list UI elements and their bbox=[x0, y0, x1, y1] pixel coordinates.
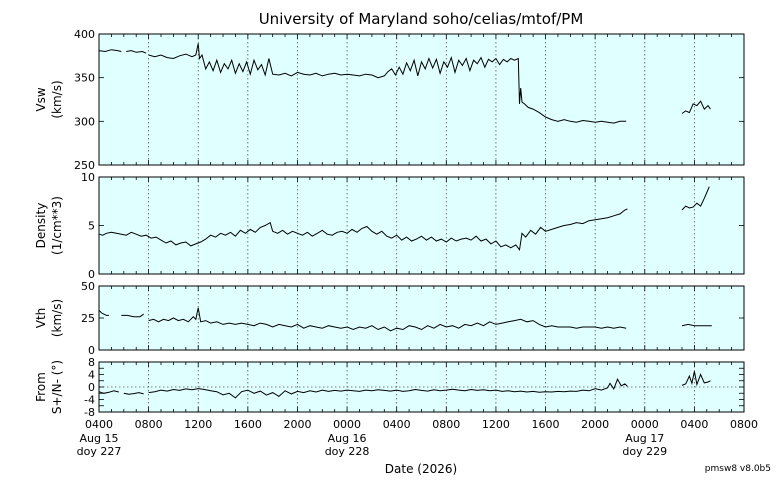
y-tick-label: 25 bbox=[81, 312, 95, 325]
x-tick-label: 0800 bbox=[135, 418, 163, 431]
panel-background bbox=[99, 34, 744, 165]
panel-density: 0 5 10 Density (1/cm**3) bbox=[34, 171, 745, 281]
series-line bbox=[98, 390, 119, 394]
panel-vth: 0 25 50 Vth (km/s) bbox=[34, 280, 745, 357]
x-tick-label: 0400 bbox=[383, 418, 411, 431]
x-tick-label: 0000 bbox=[333, 418, 361, 431]
y-axis-title: (1/cm**3) bbox=[50, 196, 64, 255]
panel-vsw: 250 300 350 400 Vsw (km/s) bbox=[34, 28, 745, 172]
doy-label: doy 229 bbox=[622, 445, 667, 458]
series-line bbox=[148, 378, 628, 399]
y-axis-title: From bbox=[34, 372, 48, 402]
x-tick-label: 1600 bbox=[234, 418, 262, 431]
y-tick-label: 50 bbox=[81, 280, 95, 293]
panel-background bbox=[99, 177, 744, 274]
y-axis-title: Vth bbox=[34, 308, 48, 329]
panel-background bbox=[99, 286, 744, 350]
y-tick-label: 400 bbox=[74, 28, 95, 41]
x-tick-label: 0400 bbox=[680, 418, 708, 431]
x-tick-label: 1200 bbox=[184, 418, 212, 431]
series-line bbox=[98, 309, 109, 316]
x-tick-label: 2000 bbox=[581, 418, 609, 431]
chart-title: University of Maryland soho/celias/mtof/… bbox=[259, 10, 584, 28]
series-line bbox=[148, 43, 627, 124]
y-tick-label: 0 bbox=[88, 344, 95, 357]
x-tick-label: 1200 bbox=[482, 418, 510, 431]
doy-label: doy 227 bbox=[77, 445, 122, 458]
series-line bbox=[126, 50, 147, 54]
series-line bbox=[121, 313, 144, 318]
series-line bbox=[681, 186, 710, 211]
x-tick-label: 0000 bbox=[631, 418, 659, 431]
panel-frame bbox=[98, 361, 745, 413]
series-line bbox=[148, 307, 627, 332]
y-tick-label: 0 bbox=[88, 381, 95, 394]
y-axis-title: Density bbox=[34, 203, 48, 249]
y-tick-label: 0 bbox=[88, 268, 95, 281]
date-label: Aug 17 bbox=[625, 432, 664, 445]
series-line bbox=[681, 371, 711, 387]
series-line bbox=[123, 392, 144, 395]
y-tick-label: 300 bbox=[74, 115, 95, 128]
x-axis-labels: 0400 0800 1200 1600 2000 0000 0400 0800 1200 1600… bbox=[77, 418, 758, 458]
x-tick-label: 0800 bbox=[432, 418, 460, 431]
y-axis-title: (km/s) bbox=[50, 80, 64, 118]
y-tick-label: -8 bbox=[84, 406, 95, 419]
x-tick-label: 2000 bbox=[283, 418, 311, 431]
x-axis-title: Date (2026) bbox=[385, 462, 457, 476]
x-tick-label: 1600 bbox=[532, 418, 560, 431]
series-line bbox=[681, 100, 711, 114]
y-tick-label: 8 bbox=[88, 356, 95, 369]
y-axis-title: (km/s) bbox=[50, 299, 64, 337]
y-tick-label: 350 bbox=[74, 72, 95, 85]
y-tick-label: 4 bbox=[88, 369, 95, 382]
y-axis-title: Vsw bbox=[34, 87, 48, 111]
series-line bbox=[98, 208, 628, 252]
y-tick-label: 250 bbox=[74, 159, 95, 172]
date-label: Aug 16 bbox=[328, 432, 367, 445]
panel-frame bbox=[98, 285, 745, 351]
y-tick-label: 5 bbox=[88, 220, 95, 233]
panel-frame bbox=[98, 176, 745, 275]
date-label: Aug 15 bbox=[80, 432, 119, 445]
y-tick-label: 10 bbox=[81, 171, 95, 184]
x-tick-label: 0800 bbox=[730, 418, 758, 431]
doy-label: doy 228 bbox=[325, 445, 370, 458]
series-line bbox=[98, 49, 122, 53]
y-tick-label: -4 bbox=[84, 394, 95, 407]
series-line bbox=[681, 323, 712, 327]
x-tick-label: 0400 bbox=[85, 418, 113, 431]
footer-version: pmsw8 v8.0b5 bbox=[705, 464, 771, 474]
y-axis-title: S+/N- (°) bbox=[50, 360, 64, 414]
panel-frame bbox=[98, 33, 745, 166]
